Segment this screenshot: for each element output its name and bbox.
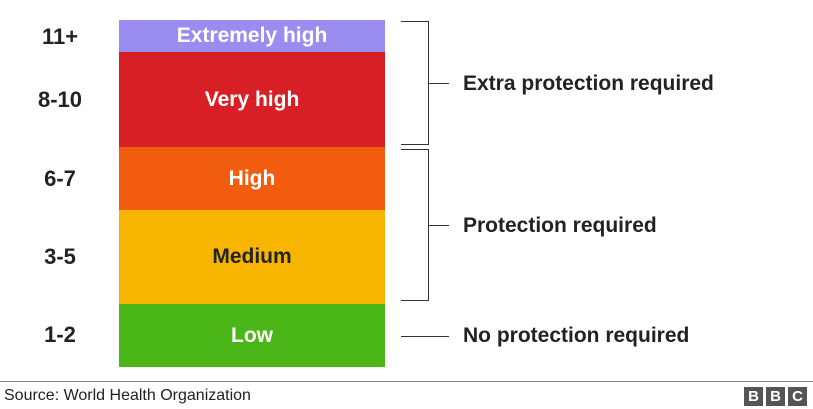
label-protection-required: Protection required [463,214,657,237]
line-no-protection [401,336,449,337]
bbc-logo-letter: B [766,387,785,406]
band-medium: Medium [119,210,385,304]
bracket-extra-protection [401,21,429,145]
scale-index-very-high: 8-10 [37,87,83,112]
band-very-high: Very high [119,52,385,147]
bbc-logo-letter: C [788,387,807,406]
bracket-protection [401,149,429,301]
bbc-logo: B B C [744,387,807,406]
band-label-high: High [228,166,276,190]
scale-index-low: 1-2 [44,322,76,347]
band-high: High [119,147,385,210]
band-extremely-high: Extremely high [119,20,385,52]
label-extra-protection: Extra protection required [463,72,714,95]
band-label-very-high: Very high [204,87,300,111]
bbc-logo-letter: B [744,387,763,406]
band-label-medium: Medium [212,245,292,268]
band-label-extremely-high: Extremely high [176,24,328,47]
band-label-low: Low [231,323,273,347]
scale-index-high: 6-7 [44,166,76,191]
label-no-protection: No protection required [463,324,690,347]
scale-index-medium: 3-5 [44,244,76,269]
scale-index-extremely-high: 11+ [41,24,79,49]
bracket-tick-protection [429,225,449,226]
bracket-tick-extra-protection [429,83,449,84]
band-low: Low [119,304,385,367]
source-note: Source: World Health Organization [4,387,251,404]
footer-divider [0,381,813,382]
